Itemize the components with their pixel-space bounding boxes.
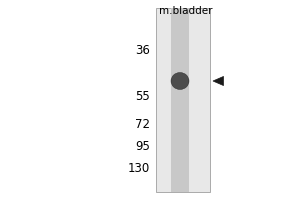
Text: m.bladder: m.bladder bbox=[159, 6, 213, 16]
Text: 36: 36 bbox=[135, 44, 150, 56]
Ellipse shape bbox=[171, 72, 189, 90]
Polygon shape bbox=[213, 76, 224, 86]
Text: 55: 55 bbox=[135, 90, 150, 102]
Text: 130: 130 bbox=[128, 162, 150, 176]
Text: 95: 95 bbox=[135, 140, 150, 152]
Bar bbox=[171, 8, 189, 192]
Bar bbox=[156, 8, 210, 192]
Text: 72: 72 bbox=[135, 117, 150, 130]
